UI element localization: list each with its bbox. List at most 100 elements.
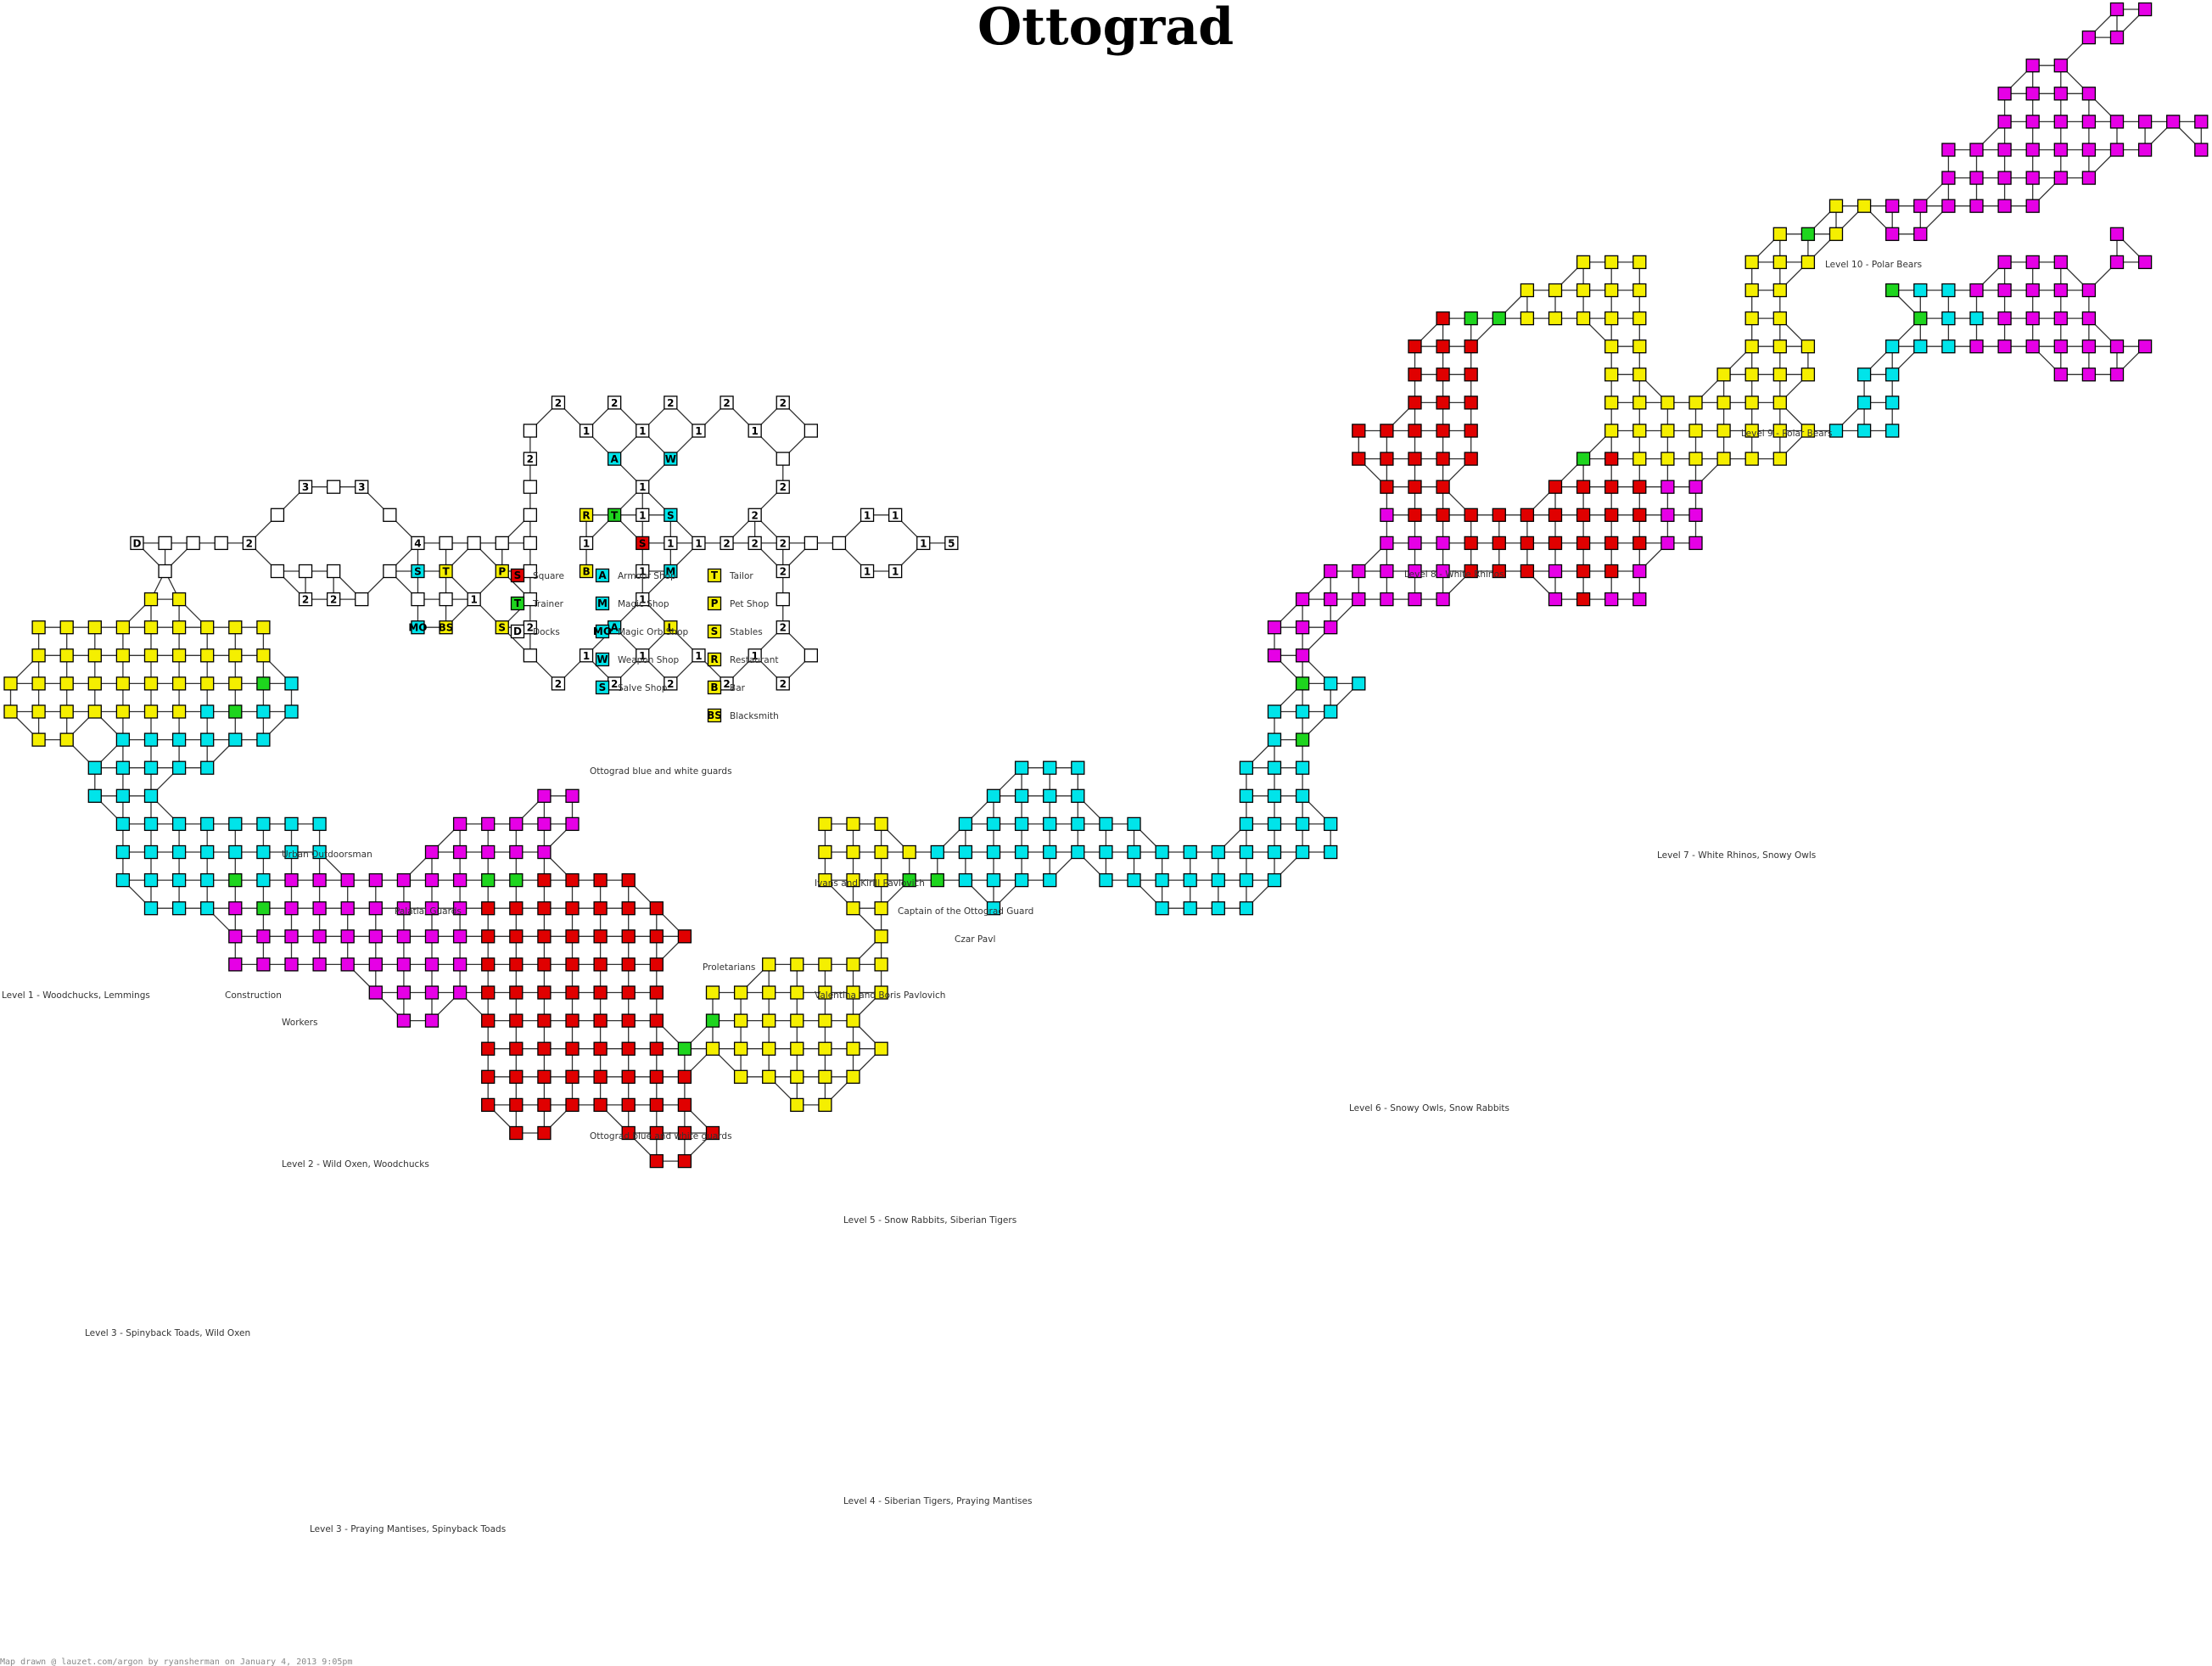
room[interactable] bbox=[1885, 199, 1900, 213]
room[interactable] bbox=[762, 985, 776, 1000]
room[interactable] bbox=[1043, 788, 1057, 803]
room[interactable] bbox=[1548, 283, 1563, 298]
room-d[interactable]: D bbox=[130, 536, 144, 551]
room-1[interactable]: 1 bbox=[664, 536, 678, 551]
room[interactable] bbox=[818, 1097, 832, 1113]
room[interactable] bbox=[1352, 676, 1366, 691]
room[interactable] bbox=[509, 872, 524, 888]
room[interactable] bbox=[1352, 564, 1366, 579]
room[interactable] bbox=[1492, 536, 1506, 551]
room[interactable] bbox=[214, 536, 228, 551]
room[interactable] bbox=[509, 985, 524, 1000]
room[interactable] bbox=[1548, 536, 1563, 551]
room[interactable] bbox=[846, 1013, 860, 1028]
room[interactable] bbox=[115, 872, 131, 888]
room[interactable] bbox=[1380, 592, 1394, 607]
room[interactable] bbox=[1688, 424, 1703, 438]
room-w[interactable]: W bbox=[664, 452, 678, 466]
room[interactable] bbox=[733, 985, 748, 1000]
room[interactable] bbox=[115, 844, 131, 860]
room[interactable] bbox=[1576, 452, 1591, 466]
room[interactable] bbox=[1632, 311, 1647, 326]
room[interactable] bbox=[1267, 788, 1282, 803]
room[interactable] bbox=[1408, 367, 1422, 382]
room-2[interactable]: 2 bbox=[720, 536, 734, 551]
room[interactable] bbox=[481, 872, 496, 888]
room[interactable] bbox=[158, 564, 172, 579]
room[interactable] bbox=[228, 957, 243, 972]
room[interactable] bbox=[1576, 283, 1591, 298]
room[interactable] bbox=[1885, 367, 1900, 382]
room[interactable] bbox=[396, 1013, 412, 1028]
room[interactable] bbox=[537, 788, 552, 803]
room[interactable] bbox=[1408, 564, 1422, 579]
room[interactable] bbox=[2081, 339, 2097, 354]
room[interactable] bbox=[143, 620, 159, 635]
room[interactable] bbox=[1548, 311, 1563, 326]
room[interactable] bbox=[1913, 283, 1928, 298]
room[interactable] bbox=[2137, 339, 2153, 354]
room[interactable] bbox=[1660, 452, 1675, 466]
room[interactable] bbox=[284, 844, 299, 860]
room[interactable] bbox=[2109, 339, 2125, 354]
room[interactable] bbox=[87, 620, 102, 635]
room[interactable] bbox=[1941, 143, 1956, 157]
room[interactable] bbox=[1295, 760, 1310, 775]
room[interactable] bbox=[1492, 508, 1506, 522]
room[interactable] bbox=[537, 957, 552, 972]
room[interactable] bbox=[171, 732, 187, 747]
room[interactable] bbox=[986, 901, 1001, 916]
room[interactable] bbox=[200, 816, 215, 832]
room[interactable] bbox=[1997, 339, 2012, 354]
room[interactable] bbox=[846, 872, 860, 888]
room-2[interactable]: 2 bbox=[608, 395, 622, 410]
room[interactable] bbox=[1464, 339, 1478, 354]
room[interactable] bbox=[171, 816, 187, 832]
room[interactable] bbox=[1828, 424, 1844, 438]
room[interactable] bbox=[2053, 367, 2068, 382]
room[interactable] bbox=[804, 424, 818, 438]
room[interactable] bbox=[1464, 311, 1478, 326]
room[interactable] bbox=[1997, 115, 2012, 129]
room[interactable] bbox=[537, 844, 552, 860]
room[interactable] bbox=[790, 1097, 804, 1113]
room[interactable] bbox=[1239, 901, 1254, 916]
room[interactable] bbox=[3, 676, 18, 691]
room[interactable] bbox=[2025, 115, 2040, 129]
room-2[interactable]: 2 bbox=[242, 536, 257, 551]
room[interactable] bbox=[2194, 115, 2209, 129]
room-1[interactable]: 1 bbox=[636, 424, 650, 438]
room[interactable] bbox=[874, 957, 888, 972]
room[interactable] bbox=[1295, 732, 1310, 747]
room[interactable] bbox=[2025, 255, 2040, 270]
room[interactable] bbox=[1800, 255, 1816, 270]
room-s[interactable]: S bbox=[636, 536, 650, 551]
room[interactable] bbox=[1856, 199, 1872, 213]
room[interactable] bbox=[1716, 424, 1731, 438]
room[interactable] bbox=[1885, 339, 1900, 354]
room[interactable] bbox=[1660, 536, 1675, 551]
room-2[interactable]: 2 bbox=[720, 395, 734, 410]
room[interactable] bbox=[1436, 508, 1450, 522]
room[interactable] bbox=[2025, 339, 2040, 354]
room[interactable] bbox=[509, 1069, 524, 1084]
room[interactable] bbox=[1464, 367, 1478, 382]
room[interactable] bbox=[1856, 395, 1872, 410]
room[interactable] bbox=[1604, 508, 1619, 522]
room[interactable] bbox=[59, 704, 74, 719]
room[interactable] bbox=[143, 676, 159, 691]
room[interactable] bbox=[1885, 395, 1900, 410]
room[interactable] bbox=[1071, 844, 1085, 860]
room[interactable] bbox=[565, 957, 580, 972]
room[interactable] bbox=[846, 1069, 860, 1084]
room[interactable] bbox=[1688, 508, 1703, 522]
room[interactable] bbox=[1380, 424, 1394, 438]
room[interactable] bbox=[902, 844, 916, 860]
room[interactable] bbox=[228, 901, 243, 916]
room[interactable] bbox=[1969, 339, 1984, 354]
room[interactable] bbox=[1828, 227, 1844, 241]
room[interactable] bbox=[677, 1041, 692, 1056]
room[interactable] bbox=[1969, 171, 1984, 185]
room[interactable] bbox=[565, 1041, 580, 1056]
room[interactable] bbox=[1913, 339, 1928, 354]
